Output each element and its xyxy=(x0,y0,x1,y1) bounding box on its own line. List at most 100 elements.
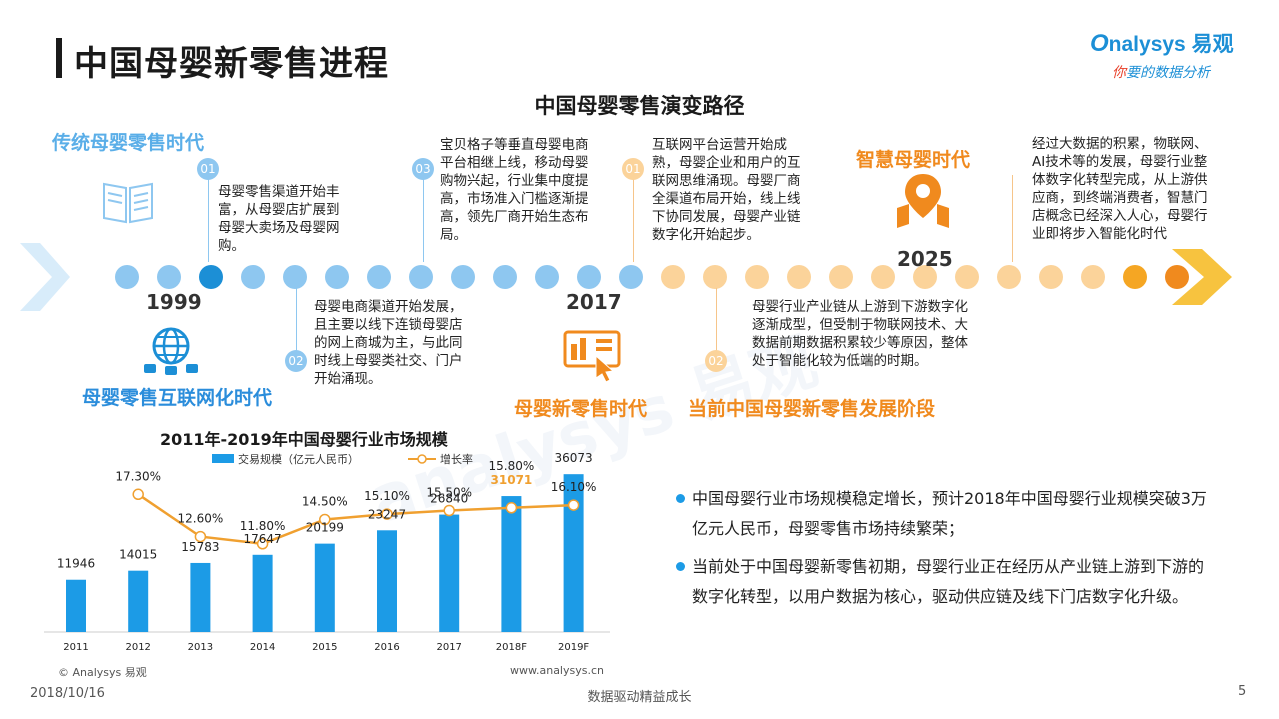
timeline-dot xyxy=(451,265,475,289)
timeline-dot xyxy=(1165,265,1189,289)
globe-icon xyxy=(144,327,198,375)
timeline-dot xyxy=(619,265,643,289)
rate-value-label: 11.80% xyxy=(240,519,286,533)
rate-point xyxy=(567,499,580,511)
footer-slogan: 数据驱动精益成长 xyxy=(587,690,692,705)
x-tick-label: 2019F xyxy=(558,642,589,653)
bullet-dot-1 xyxy=(676,494,685,503)
rate-value-label: 14.50% xyxy=(302,495,348,509)
bar xyxy=(252,554,273,632)
analysys-logo: Onalysys 易观 你要的数据分析 xyxy=(1090,28,1250,88)
bar-value-label: 14015 xyxy=(119,548,157,562)
timeline-start-chevron xyxy=(20,243,70,311)
desc-stage-4: 互联网平台运营开始成熟，母婴企业和用户的互联网思维涌现。母婴厂商全渠道布局开始，… xyxy=(652,137,801,243)
timeline-dot xyxy=(367,265,391,289)
desc-stage-6: 经过大数据的积累，物联网、AI技术等的发展，母婴行业整体数字化转型完成，从上游供… xyxy=(1032,136,1208,242)
era-traditional: 传统母婴零售时代 xyxy=(52,132,205,154)
bar xyxy=(501,496,522,632)
timeline-dot xyxy=(703,265,727,289)
bar-value-label: 26840 xyxy=(430,492,468,506)
timeline-dot xyxy=(325,265,349,289)
year-2017: 2017 xyxy=(566,290,622,314)
bar-value-label: 36073 xyxy=(555,451,593,465)
rate-value-label: 17.30% xyxy=(115,469,161,483)
book-icon xyxy=(103,182,153,224)
timeline-dot xyxy=(1039,265,1063,289)
timeline-dot xyxy=(115,265,139,289)
era-current-stage: 当前中国母婴新零售发展阶段 xyxy=(688,398,936,420)
stem-02a xyxy=(296,288,297,358)
location-pin-icon xyxy=(897,174,949,228)
stem-smart xyxy=(1012,175,1013,262)
logo-wordmark: Onalysys 易观 xyxy=(1090,30,1234,57)
badge-01-orange: 01 xyxy=(622,158,644,180)
bullet-text-1: 中国母婴行业市场规模稳定增长，预计2018年中国母婴行业规模突破3万亿元人民币，… xyxy=(692,489,1207,538)
x-tick-label: 2018F xyxy=(496,642,527,653)
chart-legend: 交易规模（亿元人民币） 增长率 xyxy=(212,452,473,466)
bar xyxy=(190,562,211,632)
bullet-dot-2 xyxy=(676,562,685,571)
timeline-dot xyxy=(997,265,1021,289)
era-internet: 母婴零售互联网化时代 xyxy=(82,387,273,409)
timeline-dot xyxy=(409,265,433,289)
x-tick-label: 2016 xyxy=(374,642,399,653)
tablet-touch-icon xyxy=(563,330,621,383)
timeline-track xyxy=(20,243,1232,311)
growth-rate-line xyxy=(137,493,574,546)
page-title: 中国母婴新零售进程 xyxy=(74,44,389,84)
market-size-chart: 交易规模（亿元人民币） 增长率 11946 2011 14015 2012 15783 2… xyxy=(44,451,610,653)
rate-point xyxy=(256,538,269,550)
rate-point xyxy=(443,504,455,517)
bar xyxy=(128,570,149,632)
desc-stage-3: 宝贝格子等垂直母婴电商平台相继上线，移动母婴购物兴起，行业集中度提高，市场准入门… xyxy=(440,137,589,243)
badge-03-blue: 03 xyxy=(412,158,434,180)
rate-point xyxy=(505,502,518,514)
bar-value-label: 17647 xyxy=(244,532,282,546)
timeline-end-chevron xyxy=(1172,249,1232,305)
logo-tagline: 你要的数据分析 xyxy=(1112,65,1210,81)
year-1999: 1999 xyxy=(146,290,202,314)
bar-value-label: 15783 xyxy=(181,540,219,554)
badge-01-blue: 01 xyxy=(197,158,219,180)
era-smart: 智慧母婴时代 xyxy=(856,149,971,171)
rate-point xyxy=(194,530,207,543)
x-tick-label: 2011 xyxy=(63,642,88,653)
desc-stage-1: 母婴零售渠道开始丰富，从母婴店扩展到母婴大卖场及母婴网购。 xyxy=(218,184,340,254)
timeline-dot xyxy=(829,265,853,289)
era-new-retail: 母婴新零售时代 xyxy=(514,398,648,420)
rate-value-label: 15.80% xyxy=(489,459,535,473)
stem-03a xyxy=(423,178,424,262)
rate-value-label: 16.10% xyxy=(551,480,597,494)
timeline-dot xyxy=(871,265,895,289)
timeline-dot xyxy=(745,265,769,289)
bar-value-label: 23247 xyxy=(368,507,406,521)
desc-stage-2: 母婴电商渠道开始发展，且主要以线下连锁母婴店的网上商城为主，与此同时线上母婴类社… xyxy=(314,299,463,387)
legend-bar-label: 交易规模（亿元人民币） xyxy=(238,452,359,466)
timeline-title: 中国母婴零售演变路径 xyxy=(534,94,745,118)
rate-point xyxy=(381,508,393,520)
stem-01a xyxy=(208,178,209,262)
timeline-dot xyxy=(1123,265,1147,289)
timeline-dot xyxy=(787,265,811,289)
badge-02-orange: 02 xyxy=(705,350,727,372)
badge-02-blue: 02 xyxy=(285,350,307,372)
timeline-dot xyxy=(1081,265,1105,289)
timeline-dot xyxy=(535,265,559,289)
bullet-text-2: 当前处于中国母婴新零售初期，母婴行业正在经历从产业链上游到下游的数字化转型，以用… xyxy=(692,557,1205,606)
x-tick-label: 2017 xyxy=(436,642,461,653)
timeline-dot xyxy=(157,265,181,289)
rate-point xyxy=(132,488,144,501)
footer-website: www.analysys.cn xyxy=(510,664,604,677)
bar-value-label: 31071 xyxy=(491,473,533,487)
x-tick-label: 2015 xyxy=(312,642,337,653)
timeline-dot xyxy=(493,265,517,289)
timeline-dot xyxy=(913,265,937,289)
x-tick-label: 2014 xyxy=(250,642,275,653)
bar-value-label: 20199 xyxy=(306,521,344,535)
bar xyxy=(314,543,335,632)
timeline-dot xyxy=(955,265,979,289)
desc-stage-5: 母婴行业产业链从上游到下游数字化逐渐成型，但受制于物联网技术、大数据前期数据积累… xyxy=(752,299,968,369)
timeline-dot xyxy=(241,265,265,289)
rate-value-label: 12.60% xyxy=(178,512,224,526)
stem-01b xyxy=(633,178,634,262)
